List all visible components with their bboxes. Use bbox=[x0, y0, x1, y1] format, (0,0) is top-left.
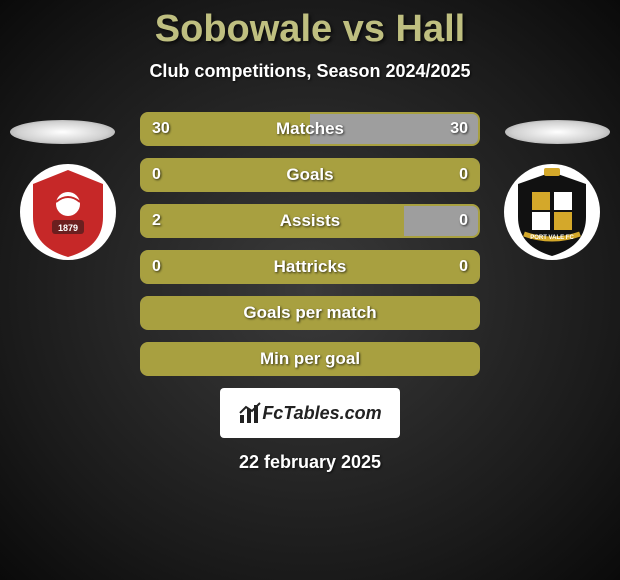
player-left-oval bbox=[10, 120, 115, 144]
stat-row: Hattricks0 0 bbox=[140, 250, 480, 284]
stat-value-right: 0 bbox=[459, 206, 468, 236]
stat-row: Goals per match bbox=[140, 296, 480, 330]
portvale-crest-icon: PORT VALE FC bbox=[502, 162, 602, 262]
page-subtitle: Club competitions, Season 2024/2025 bbox=[0, 61, 620, 82]
stat-label: Min per goal bbox=[142, 344, 478, 374]
comparison-panel: 1879 PORT VALE FC Matches3030Goals00Assi… bbox=[0, 102, 620, 473]
club-badge-right: PORT VALE FC bbox=[502, 162, 602, 262]
stat-value-right: 0 bbox=[459, 252, 468, 282]
stat-value-left: 30 bbox=[152, 114, 170, 144]
svg-text:PORT VALE FC: PORT VALE FC bbox=[530, 235, 574, 241]
svg-text:1879: 1879 bbox=[58, 223, 78, 233]
brand-text: FcTables.com bbox=[262, 403, 381, 424]
swindon-crest-icon: 1879 bbox=[18, 162, 118, 262]
stat-label: Goals per match bbox=[142, 298, 478, 328]
stat-value-right: 30 bbox=[450, 114, 468, 144]
club-badge-left: 1879 bbox=[18, 162, 118, 262]
stat-value-left: 0 bbox=[152, 160, 161, 190]
stat-value-right: 0 bbox=[459, 160, 468, 190]
stat-value-left: 0 bbox=[152, 252, 161, 282]
stat-row: Min per goal bbox=[140, 342, 480, 376]
stat-row: Matches30 30 bbox=[140, 112, 480, 146]
stat-label: Matches bbox=[142, 114, 478, 144]
page-title: Sobowale vs Hall bbox=[0, 0, 620, 51]
stat-value-left: 2 bbox=[152, 206, 161, 236]
player-right-oval bbox=[505, 120, 610, 144]
brand-box: FcTables.com bbox=[220, 388, 400, 438]
stat-label: Hattricks bbox=[142, 252, 478, 282]
stat-rows: Matches3030Goals00Assists20Hattricks00Go… bbox=[140, 102, 480, 376]
footer-date: 22 february 2025 bbox=[0, 452, 620, 473]
stat-label: Assists bbox=[142, 206, 478, 236]
stat-row: Goals0 0 bbox=[140, 158, 480, 192]
stat-row: Assists2 0 bbox=[140, 204, 480, 238]
chart-icon bbox=[238, 401, 262, 425]
stat-label: Goals bbox=[142, 160, 478, 190]
